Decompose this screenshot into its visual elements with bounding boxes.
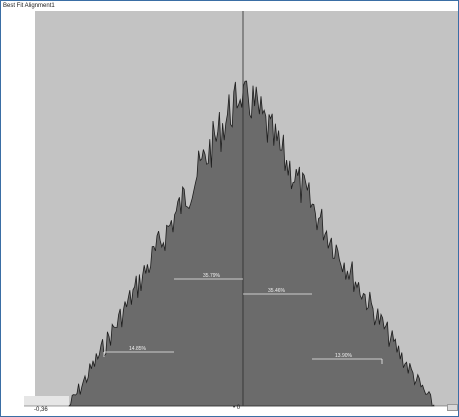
region-label-2: 35.79%	[203, 273, 221, 279]
window-title: Best Fit Alignment1	[3, 1, 55, 11]
histogram-chart: 14.85% 35.79% 35.46% 13.90%	[24, 11, 458, 416]
x-axis-left-label: -0,36	[34, 407, 48, 414]
left-margin-strip	[24, 396, 69, 406]
x-axis-center-label: • 0	[233, 405, 240, 412]
region-label-3: 35.46%	[268, 288, 286, 294]
region-label-1: 14.85%	[129, 346, 147, 352]
region-label-4: 13.90%	[335, 353, 353, 359]
chart-panel: 14.85% 35.79% 35.46% 13.90%	[24, 11, 458, 416]
corner-widget	[447, 404, 458, 411]
